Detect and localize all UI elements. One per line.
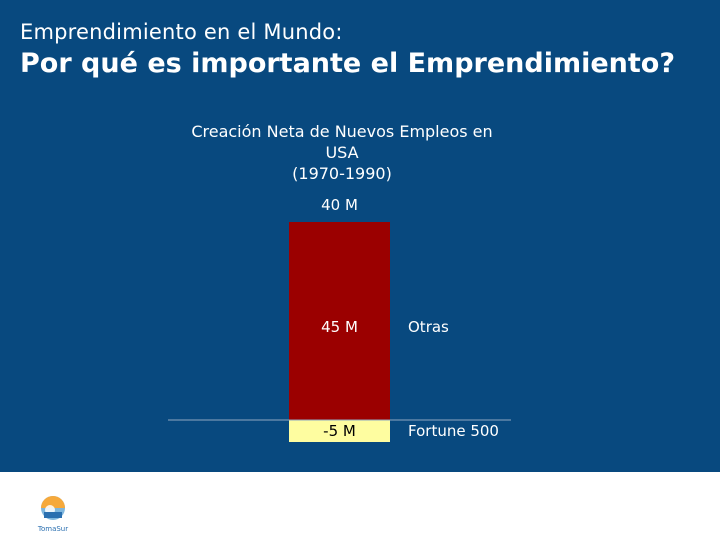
chart-title-line-2: USA	[325, 143, 359, 162]
chart-title: Creación Neta de Nuevos Empleos en USA (…	[150, 121, 534, 184]
slide-title: Por qué es importante el Emprendimiento?	[20, 48, 675, 79]
fortune-500-value-label: -5 M	[323, 422, 356, 440]
company-logo-text: TomaSur	[37, 525, 68, 533]
footer-area	[0, 472, 720, 540]
chart-title-line-3: (1970-1990)	[292, 164, 392, 183]
otras-value-label: 45 M	[321, 318, 358, 336]
fortune-500-category-label: Fortune 500	[408, 422, 499, 440]
company-logo-icon: TomaSur	[37, 496, 68, 533]
bar-segment-fortune-500	[289, 420, 390, 442]
job-creation-chart: 40 M 45 M -5 M Otras Fortune 500	[168, 196, 511, 442]
bar-segment-otras	[289, 222, 390, 420]
total-value-label: 40 M	[321, 196, 358, 214]
otras-category-label: Otras	[408, 318, 449, 336]
chart-title-line-1: Creación Neta de Nuevos Empleos en	[191, 122, 493, 141]
slide-subtitle: Emprendimiento en el Mundo:	[20, 20, 343, 44]
